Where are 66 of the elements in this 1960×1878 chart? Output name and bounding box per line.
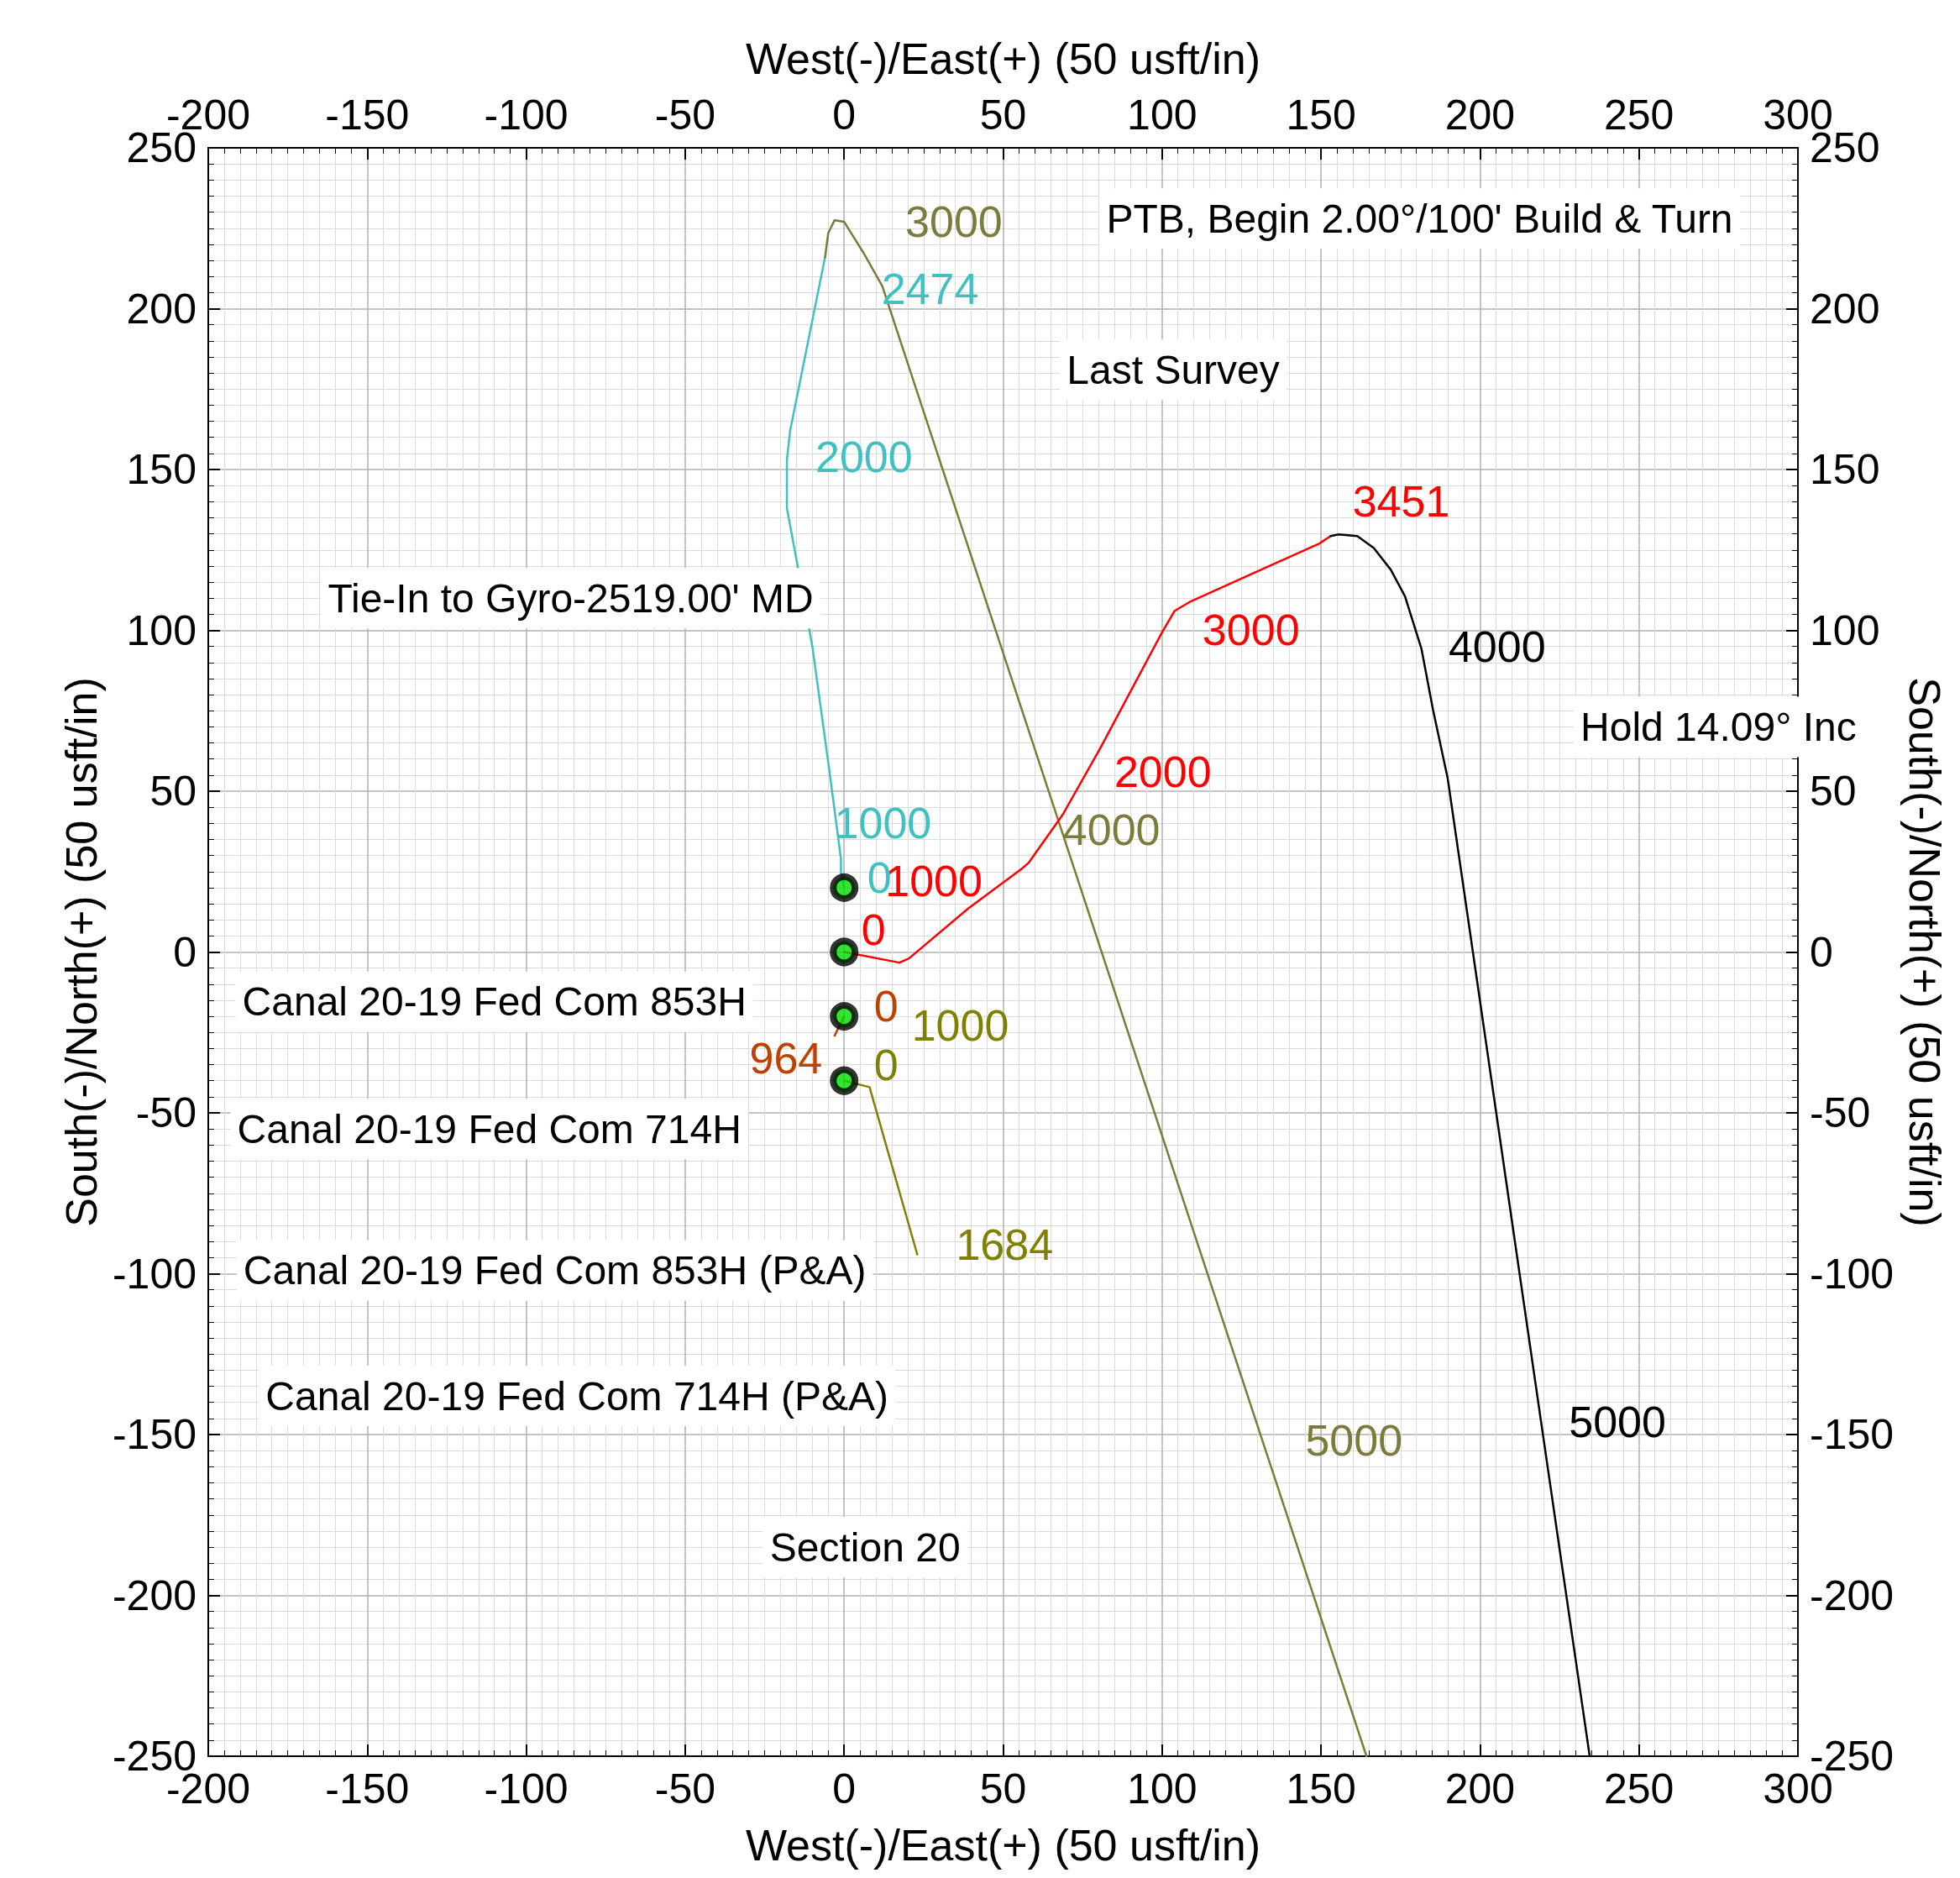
y2-tick-label: -100 (1810, 1250, 1894, 1298)
y2-tick-label: -50 (1810, 1089, 1871, 1136)
annotation: 4000 (1448, 622, 1546, 671)
x-tick-label: -150 (325, 1765, 410, 1812)
annotation: 3000 (905, 197, 1003, 247)
y-tick-label: -100 (112, 1250, 197, 1298)
x2-tick-label: 150 (1286, 92, 1356, 139)
x-tick-label: 100 (1127, 1765, 1197, 1812)
annotation: 0 (861, 905, 886, 954)
y2-tick-label: -200 (1810, 1571, 1894, 1619)
x2-tick-label: 50 (979, 92, 1027, 139)
x-tick-label: 200 (1444, 1765, 1516, 1812)
annotation: 964 (749, 1034, 823, 1083)
x-tick-label: 0 (832, 1765, 857, 1812)
annotation: 3000 (1202, 606, 1300, 655)
x-tick-label: 50 (979, 1765, 1027, 1812)
y2-tick-label: 50 (1810, 768, 1857, 815)
x-tick-label: 150 (1286, 1765, 1356, 1812)
annotation: 5000 (1305, 1416, 1403, 1466)
annotation: Last Survey (1066, 347, 1280, 392)
annotation: Canal 20-19 Fed Com 714H (237, 1106, 742, 1151)
x-tick-label: -50 (654, 1765, 716, 1812)
y2-tick-label: 150 (1810, 446, 1880, 493)
annotation: Tie-In to Gyro-2519.00' MD (328, 575, 814, 621)
x-tick-label: 250 (1604, 1765, 1674, 1812)
annotation: Hold 14.09° Inc (1580, 704, 1857, 749)
x2-tick-label: 250 (1604, 92, 1674, 139)
annotation: Canal 20-19 Fed Com 853H (P&A) (243, 1248, 867, 1293)
x2-tick-label: -50 (654, 92, 716, 139)
y2-axis-title: South(-)/North(+) (50 usft/in) (1900, 677, 1949, 1227)
annotation: Canal 20-19 Fed Com 714H (P&A) (265, 1373, 889, 1419)
annotation: 2000 (1114, 747, 1212, 796)
y2-tick-label: 0 (1810, 928, 1833, 976)
annotation: 3451 (1352, 477, 1450, 527)
x2-tick-label: -150 (325, 92, 410, 139)
x2-tick-label: -100 (484, 92, 569, 139)
y2-tick-label: -150 (1810, 1411, 1894, 1458)
y2-tick-label: 100 (1810, 606, 1880, 654)
y-tick-label: -200 (112, 1571, 197, 1619)
x-axis-title: West(-)/East(+) (50 usft/in) (745, 1821, 1261, 1870)
annotation: 5000 (1569, 1397, 1666, 1446)
y-tick-label: 100 (126, 606, 197, 654)
annotation: 0 (873, 1040, 899, 1089)
annotation: PTB, Begin 2.00°/100' Build & Turn (1106, 196, 1733, 241)
y-tick-label: -50 (135, 1089, 197, 1136)
annotation: 2474 (881, 265, 979, 314)
x2-axis-title: West(-)/East(+) (50 usft/in) (745, 34, 1261, 83)
y-tick-label: 150 (126, 446, 197, 493)
x-tick-label: -100 (484, 1765, 569, 1812)
x2-tick-label: 200 (1444, 92, 1516, 139)
annotation: 4000 (1062, 805, 1161, 855)
y2-tick-label: 200 (1810, 285, 1880, 333)
x2-tick-label: 100 (1127, 92, 1197, 139)
annotation: 0 (873, 982, 899, 1031)
annotation: 1684 (956, 1220, 1054, 1269)
y-tick-label: 0 (173, 928, 197, 976)
y-tick-label: -150 (112, 1411, 197, 1458)
x2-tick-label: 0 (832, 92, 857, 139)
annotation: Section 20 (769, 1524, 961, 1570)
annotation: 1000 (911, 1001, 1009, 1051)
y-tick-label: 200 (126, 285, 197, 333)
annotation: Canal 20-19 Fed Com 853H (242, 979, 747, 1025)
y-axis-title: South(-)/North(+) (50 usft/in) (57, 677, 107, 1227)
annotation: 2000 (815, 433, 913, 482)
y-tick-label: 50 (149, 768, 197, 815)
annotation: 1000 (834, 798, 932, 847)
